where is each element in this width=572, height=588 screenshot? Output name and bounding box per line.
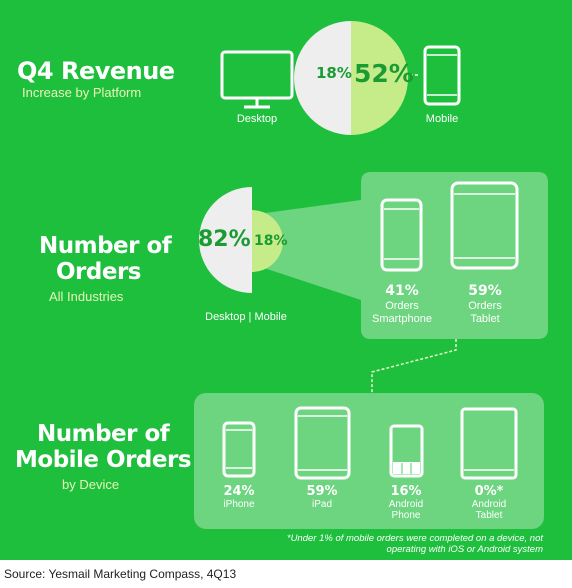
orders-mobile-half [252,210,283,272]
device-label-ipad: iPad [311,499,332,510]
android-phone-icon [389,424,424,478]
desktop-label: Desktop [236,113,278,125]
orders-callout-panel [258,172,548,339]
tablet-label-line1: Orders [468,300,502,312]
device-label-android-phone-line1: Android [388,499,424,510]
ipad-icon [294,406,351,480]
mobile-orders-title-line1: Number of [37,421,170,447]
connector-line [371,339,457,393]
infographic-canvas: Q4 Revenue Increase by Platform Desktop … [0,0,572,560]
revenue-mobile-half [351,21,408,135]
revenue-mobile-value: 52% [354,59,414,88]
orders-desktop-half [199,187,252,293]
mobile-label: Mobile [425,113,459,125]
tablet-icon [450,181,519,270]
devices-panel [194,393,544,529]
device-value-android-tablet: 0%* [474,484,504,499]
orders-mobile-value: 18% [254,233,288,249]
footnote-line1: *Under 1% of mobile orders were complete… [286,533,543,544]
android-tablet-icon [460,407,518,480]
desktop-monitor-icon [220,50,294,109]
orders-subtitle: All Industries [49,289,124,304]
source-credit: Source: Yesmail Marketing Compass, 4Q13 [4,567,237,581]
device-value-iphone: 24% [223,484,255,499]
iphone-icon [222,421,256,478]
smartphone-value: 41% [385,283,419,299]
device-label-android-phone-line2: Phone [391,510,421,521]
revenue-title: Q4 Revenue [17,57,175,85]
device-label-android-tablet-line2: Tablet [475,510,503,521]
tablet-label-line2: Tablet [470,313,500,325]
revenue-desktop-half [294,21,351,135]
mobile-phone-icon [423,45,461,106]
desktop-mobile-label: Desktop | Mobile [205,311,287,323]
smartphone-label-line2: Smartphone [372,313,432,325]
smartphone-label-line1: Orders [385,300,419,312]
device-label-iphone: iPhone [223,499,255,510]
device-label-android-tablet-line1: Android [471,499,507,510]
footnote-line2: operating with iOS or Android system [386,544,543,555]
device-value-ipad: 59% [306,484,338,499]
tablet-value: 59% [468,283,502,299]
orders-desktop-value: 82% [198,227,251,252]
mobile-orders-title-line2: Mobile Orders [15,447,192,473]
revenue-subtitle: Increase by Platform [22,85,142,100]
smartphone-icon [380,198,423,272]
orders-title-line1: Number of [39,233,172,259]
mobile-orders-subtitle: by Device [62,477,120,492]
orders-title-line2: Orders [56,259,142,285]
device-value-android-phone: 16% [390,484,422,499]
revenue-desktop-value: 18% [316,64,352,82]
infographic-graphics [194,21,548,529]
